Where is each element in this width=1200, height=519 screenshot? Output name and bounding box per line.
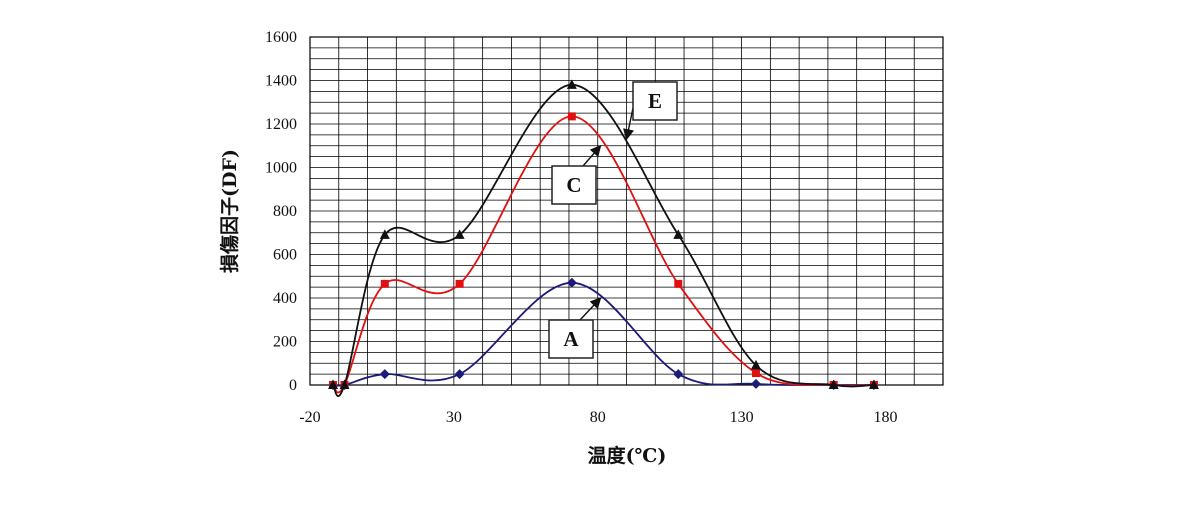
data-point bbox=[750, 359, 761, 370]
callout-box bbox=[548, 319, 594, 359]
callout-arrow bbox=[582, 144, 602, 167]
grid bbox=[309, 36, 944, 386]
x-tick-label: 30 bbox=[446, 409, 462, 426]
y-tick-label: 1600 bbox=[265, 29, 297, 46]
data-point bbox=[454, 369, 465, 380]
data-point bbox=[339, 379, 350, 389]
callout-arrow bbox=[623, 107, 635, 141]
callout-label: A bbox=[563, 327, 579, 351]
data-point bbox=[751, 369, 760, 378]
data-point bbox=[673, 229, 684, 239]
y-tick-label: 1000 bbox=[265, 160, 297, 177]
data-point bbox=[750, 378, 761, 389]
data-point bbox=[868, 379, 879, 389]
callout-label: C bbox=[566, 173, 581, 197]
data-point bbox=[566, 79, 577, 89]
data-point bbox=[380, 279, 389, 288]
data-point bbox=[328, 379, 339, 389]
callout-c: C bbox=[551, 144, 602, 205]
data-point bbox=[455, 279, 464, 288]
x-tick-label: 80 bbox=[590, 409, 606, 426]
data-point bbox=[567, 112, 576, 121]
callout-arrow bbox=[579, 297, 602, 321]
x-tick-label: -20 bbox=[299, 409, 320, 426]
x-axis-title: 温度(℃) bbox=[588, 444, 667, 467]
callout-e: E bbox=[623, 81, 678, 141]
x-tick-label: 130 bbox=[730, 409, 754, 426]
y-tick-label: 0 bbox=[289, 377, 297, 394]
data-point bbox=[454, 229, 465, 239]
series-layer bbox=[328, 79, 879, 397]
callout-box bbox=[632, 81, 678, 121]
data-point bbox=[674, 279, 683, 288]
y-tick-label: 1200 bbox=[265, 116, 297, 133]
callout-box bbox=[551, 165, 597, 205]
y-tick-label: 1400 bbox=[265, 73, 297, 90]
callout-label: E bbox=[648, 89, 662, 113]
data-point bbox=[379, 369, 390, 380]
y-tick-label: 200 bbox=[273, 334, 297, 351]
y-tick-label: 600 bbox=[273, 247, 297, 264]
y-axis-title: 損傷因子(DF) bbox=[218, 149, 241, 273]
data-point bbox=[566, 277, 577, 288]
x-axis-ticks: -20 30 80 130 180 bbox=[299, 409, 897, 426]
series-e bbox=[328, 79, 879, 397]
data-point bbox=[673, 369, 684, 380]
y-axis-ticks: 0 200 400 600 800 1000 1200 1400 1600 bbox=[265, 29, 297, 394]
x-tick-label: 180 bbox=[873, 409, 897, 426]
data-point bbox=[379, 229, 390, 239]
y-tick-label: 400 bbox=[273, 290, 297, 307]
callout-a: A bbox=[548, 297, 602, 359]
data-point bbox=[828, 379, 839, 389]
callout-layer: E C A bbox=[548, 81, 678, 359]
y-tick-label: 800 bbox=[273, 203, 297, 220]
